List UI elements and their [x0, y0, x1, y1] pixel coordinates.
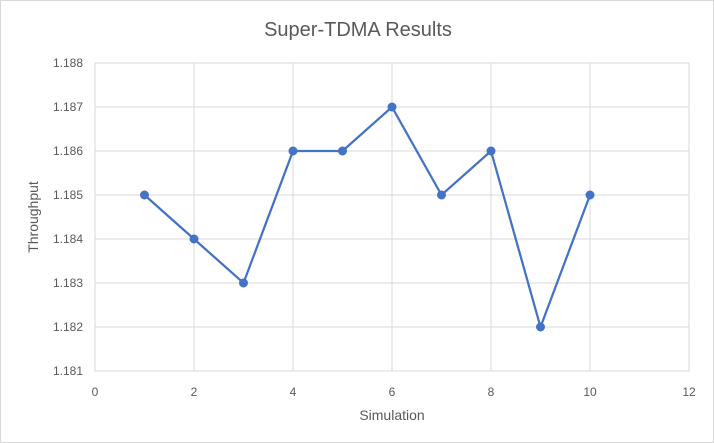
y-tick-label: 1.185	[53, 188, 83, 202]
data-point	[140, 190, 149, 200]
y-tick-label: 1.182	[53, 320, 83, 334]
x-tick-label: 0	[92, 385, 99, 399]
gridlines	[94, 62, 690, 372]
x-axis-label: Simulation	[359, 407, 424, 423]
y-tick-label: 1.188	[53, 56, 83, 70]
tick-labels: 1.181 1.182 1.183 1.184 1.185 1.186 1.187 1.188…	[53, 56, 696, 399]
y-tick-label: 1.186	[53, 144, 83, 158]
x-tick-label: 8	[488, 385, 495, 399]
data-point	[239, 278, 248, 288]
x-tick-label: 2	[191, 385, 198, 399]
chart-title: Super-TDMA Results	[264, 19, 452, 41]
data-point	[585, 190, 595, 200]
data-point	[338, 146, 347, 156]
data-point	[288, 146, 298, 156]
x-tick-label: 6	[389, 385, 396, 399]
x-tick-label: 12	[682, 385, 696, 399]
series-layer	[140, 102, 595, 332]
y-tick-label: 1.187	[53, 100, 83, 114]
y-axis-label: Throughput	[25, 181, 41, 253]
series-line	[143, 105, 592, 331]
y-tick-label: 1.183	[53, 276, 83, 290]
data-point	[387, 102, 397, 112]
data-point	[486, 146, 496, 156]
y-tick-label: 1.184	[53, 232, 83, 246]
data-point	[189, 234, 199, 244]
x-tick-label: 10	[583, 385, 597, 399]
data-point	[536, 322, 545, 332]
x-tick-label: 4	[290, 385, 297, 399]
y-tick-label: 1.181	[53, 364, 83, 378]
data-point	[437, 190, 446, 200]
